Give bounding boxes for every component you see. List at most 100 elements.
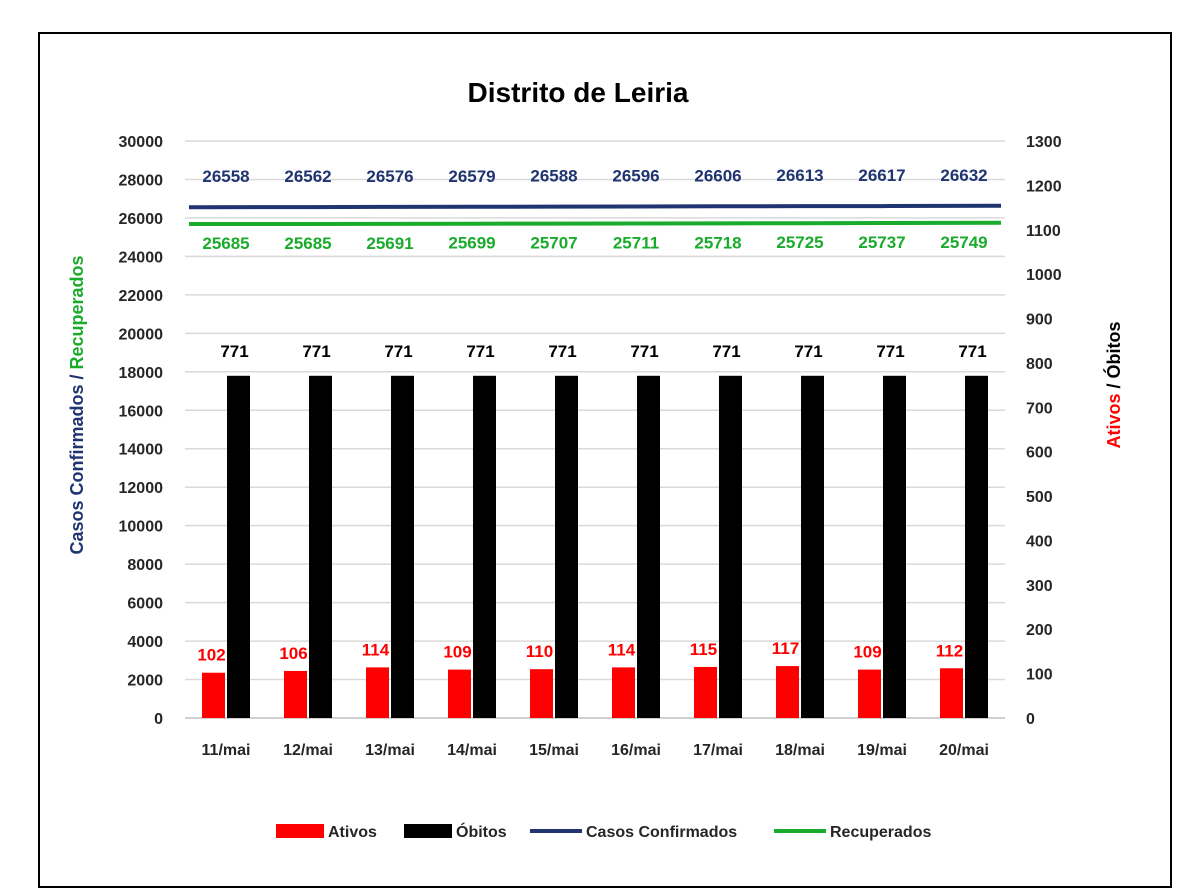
left-tick-label: 20000: [119, 326, 164, 343]
left-tick-label: 0: [154, 711, 163, 728]
bar-ativos: [940, 668, 963, 718]
x-tick-label: 15/mai: [529, 742, 579, 759]
data-label-casos-confirmados: 26579: [448, 167, 495, 186]
bar-obitos: [801, 375, 824, 718]
bar-obitos: [719, 375, 742, 718]
right-tick-label: 100: [1026, 667, 1053, 684]
category-axis: 11/mai 12/mai 13/mai 14/mai 15/mai 16/mai 17/m…: [202, 742, 989, 759]
x-tick-label: 19/mai: [857, 742, 907, 759]
right-axis-title: Ativos / Óbitos: [1103, 321, 1124, 448]
data-label-ativos: 106: [279, 644, 307, 663]
data-label-recuperados: 25707: [530, 234, 577, 253]
right-axis-title-separator: /: [1104, 378, 1124, 393]
legend-label: Óbitos: [456, 822, 507, 841]
chart-title: Distrito de Leiria: [468, 77, 689, 108]
right-axis-ticks: 0 100 200 300 400 500 600 700 800 900 1000 1100 1200…: [1026, 134, 1062, 728]
left-tick-label: 30000: [119, 134, 164, 151]
x-tick-label: 20/mai: [939, 742, 989, 759]
left-tick-label: 22000: [119, 288, 164, 305]
data-label-ativos: 109: [443, 643, 471, 662]
bar-obitos: [473, 375, 496, 718]
right-tick-label: 1000: [1026, 267, 1062, 284]
data-label-ativos: 114: [608, 640, 636, 659]
left-tick-label: 4000: [127, 634, 163, 651]
data-label-obitos: 771: [876, 342, 904, 361]
right-tick-label: 200: [1026, 622, 1053, 639]
legend-label: Recuperados: [830, 824, 931, 841]
legend-swatch: [276, 824, 324, 838]
data-label-ativos: 115: [690, 640, 717, 659]
left-axis-title-part2: Recuperados: [67, 255, 87, 369]
data-label-casos-confirmados: 26617: [858, 166, 905, 185]
data-label-recuperados: 25691: [366, 234, 413, 253]
data-label-recuperados: 25711: [613, 233, 659, 252]
right-tick-label: 0: [1026, 711, 1035, 728]
x-tick-label: 18/mai: [775, 742, 825, 759]
data-label-obitos: 771: [794, 342, 822, 361]
left-tick-label: 16000: [119, 403, 164, 420]
data-label-recuperados: 25737: [858, 233, 905, 252]
bars: [202, 375, 988, 718]
legend-item: Recuperados: [774, 824, 931, 841]
data-label-recuperados: 25718: [694, 233, 741, 252]
left-tick-label: 24000: [119, 249, 164, 266]
bar-obitos: [883, 375, 906, 718]
right-tick-label: 800: [1026, 356, 1053, 373]
left-tick-label: 6000: [127, 596, 163, 613]
bar-obitos: [965, 375, 988, 718]
left-tick-label: 26000: [119, 211, 164, 228]
left-tick-label: 8000: [127, 557, 163, 574]
bar-obitos: [227, 375, 250, 718]
right-tick-label: 400: [1026, 533, 1053, 550]
data-label-casos-confirmados: 26562: [284, 167, 331, 186]
data-label-casos-confirmados: 26606: [694, 166, 741, 185]
data-label-casos-confirmados: 26558: [202, 167, 249, 186]
data-label-recuperados: 25699: [448, 234, 495, 253]
x-tick-label: 14/mai: [447, 742, 497, 759]
right-tick-label: 600: [1026, 445, 1053, 462]
legend-label: Casos Confirmados: [586, 824, 737, 841]
data-label-obitos: 771: [302, 342, 330, 361]
line-recuperados: [189, 220, 1002, 226]
data-label-ativos: 117: [772, 639, 799, 658]
bar-ativos: [448, 669, 471, 718]
data-label-casos-confirmados: 26588: [530, 167, 577, 186]
bar-ativos: [776, 666, 799, 718]
left-axis-ticks: 0 2000 4000 6000 8000 10000 12000 14000 16000 180…: [119, 134, 164, 728]
data-label-obitos: 771: [384, 342, 412, 361]
data-label-ativos: 114: [362, 640, 390, 659]
right-tick-label: 500: [1026, 489, 1053, 506]
bar-obitos: [309, 375, 332, 718]
x-tick-label: 17/mai: [693, 742, 743, 759]
data-label-obitos: 771: [466, 342, 494, 361]
bar-ativos: [202, 672, 225, 718]
data-label-obitos: 771: [712, 342, 740, 361]
right-axis-title-part2: Óbitos: [1103, 321, 1124, 378]
data-label-obitos: 771: [630, 342, 658, 361]
left-tick-label: 12000: [119, 480, 164, 497]
bar-ativos: [284, 670, 307, 718]
bar-ativos: [366, 667, 389, 718]
gridlines: [185, 140, 1005, 719]
data-label-obitos: 771: [548, 342, 576, 361]
right-axis-title-part1: Ativos: [1104, 394, 1124, 449]
bar-obitos: [637, 375, 660, 718]
data-label-recuperados: 25749: [940, 233, 987, 252]
line-casos-confirmados: [188, 203, 1002, 210]
data-label-recuperados: 25685: [284, 234, 331, 253]
data-label-casos-confirmados: 26576: [366, 167, 413, 186]
right-tick-label: 700: [1026, 400, 1053, 417]
bar-ativos: [612, 667, 635, 718]
left-tick-label: 10000: [119, 519, 164, 536]
left-tick-label: 2000: [127, 673, 163, 690]
legend-item: Óbitos: [404, 822, 507, 841]
left-tick-label: 28000: [119, 172, 164, 189]
legend: Ativos Óbitos Casos Confirmados Recuperados: [276, 822, 931, 841]
bar-ativos: [858, 669, 881, 718]
data-label-obitos: 771: [220, 342, 248, 361]
bar-obitos: [391, 375, 414, 718]
left-axis-title: Casos Confirmados / Recuperados: [67, 255, 87, 554]
bar-obitos: [555, 375, 578, 718]
legend-swatch: [404, 824, 452, 838]
right-tick-label: 1300: [1026, 134, 1062, 151]
